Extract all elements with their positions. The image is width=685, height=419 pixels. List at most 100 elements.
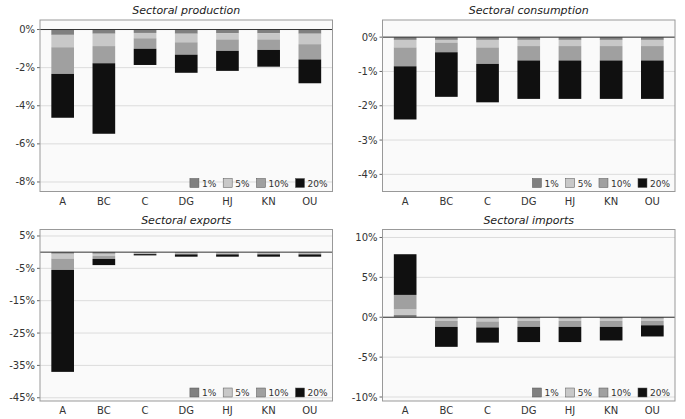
tick-label: KN (604, 196, 618, 207)
bar (476, 47, 499, 63)
panel: Sectoral production0%-2%-4%-6%-8%ABCCDGH… (16, 4, 333, 207)
bar (394, 40, 417, 48)
bar (559, 321, 582, 327)
bar (559, 327, 582, 342)
bar (559, 46, 582, 60)
bar (175, 34, 198, 43)
bar (93, 256, 116, 259)
bar (134, 30, 157, 33)
bar (93, 30, 116, 34)
bar (476, 319, 499, 322)
bar (257, 33, 280, 39)
bar (476, 40, 499, 48)
tick-label: 0% (362, 32, 378, 43)
bar (435, 321, 458, 327)
tick-label: OU (302, 405, 317, 416)
plot-area (383, 230, 676, 402)
legend-label: 1% (544, 388, 559, 398)
bar (600, 319, 623, 321)
bar (600, 40, 623, 46)
tick-label: 5% (362, 272, 378, 283)
tick-label: -1% (358, 66, 377, 77)
legend-label: 10% (611, 388, 631, 398)
tick-label: A (59, 196, 66, 207)
bar (600, 46, 623, 60)
legend-swatch (256, 388, 265, 397)
bar (517, 46, 540, 60)
tick-label: BC (97, 405, 111, 416)
plot-area (383, 20, 676, 192)
grid-line (383, 317, 676, 318)
tick-label: C (484, 405, 491, 416)
plot-frame (383, 20, 676, 192)
bar (641, 319, 664, 321)
bar (517, 321, 540, 327)
bar (435, 52, 458, 97)
tick-label: 5% (19, 230, 35, 241)
legend-label: 10% (268, 388, 288, 398)
grid-line (40, 29, 333, 30)
title: Sectoral imports (483, 214, 574, 227)
legend-swatch (190, 179, 199, 188)
legend-swatch (223, 179, 232, 188)
bars (394, 254, 664, 347)
bar (559, 40, 582, 46)
bar (476, 64, 499, 102)
title: Sectoral production (132, 4, 240, 17)
bar (257, 39, 280, 49)
legend-swatch (256, 179, 265, 188)
tick-label: OU (302, 196, 317, 207)
grid-line (40, 143, 333, 144)
legend: 1%5%10%20% (190, 388, 328, 398)
bar (93, 259, 116, 265)
legend: 1%5%10%20% (532, 179, 670, 189)
tick-label: DG (179, 196, 194, 207)
bar (175, 55, 198, 73)
plot-area (40, 230, 333, 402)
panel: Sectoral imports10%5%0%-5%-10%ABCCDGHJKN… (352, 214, 675, 417)
bar (51, 47, 74, 74)
zero-line (40, 29, 333, 30)
tick-label: C (142, 196, 149, 207)
tick-label: -6% (16, 138, 35, 149)
bar (517, 319, 540, 321)
plot-area (40, 20, 333, 192)
bar (134, 33, 157, 38)
panel: Sectoral consumption0%-1%-2%-3%-4%ABCCDG… (358, 4, 675, 207)
bar (435, 327, 458, 347)
tick-label: KN (262, 405, 276, 416)
bar (394, 66, 417, 119)
tick-label: -45% (9, 392, 35, 403)
bar (175, 254, 198, 256)
grid-line (383, 140, 676, 141)
legend-swatch (566, 179, 575, 188)
tick-label: -8% (16, 176, 35, 187)
legend-label: 5% (235, 388, 250, 398)
grid-line (383, 357, 676, 358)
legend-label: 5% (235, 179, 250, 189)
legend-swatch (599, 388, 608, 397)
bars (51, 30, 321, 134)
bar (435, 40, 458, 43)
bar (394, 309, 417, 315)
tick-label: A (402, 405, 409, 416)
bar (394, 47, 417, 66)
tick-label: -3% (358, 135, 377, 146)
legend-swatch (566, 388, 575, 397)
bar (517, 40, 540, 46)
bar (175, 42, 198, 54)
bar (476, 327, 499, 342)
panel: Sectoral exports5%-5%-15%-25%-35%-45%ABC… (9, 214, 332, 417)
bar (134, 253, 157, 255)
legend-label: 1% (202, 388, 217, 398)
tick-label: C (142, 405, 149, 416)
bar (93, 46, 116, 63)
bar (93, 63, 116, 134)
bar (476, 321, 499, 327)
tick-label: -25% (9, 328, 35, 339)
tick-label: BC (97, 196, 111, 207)
legend-swatch (638, 179, 647, 188)
legend-swatch (532, 388, 541, 397)
tick-label: DG (179, 405, 194, 416)
bar (600, 321, 623, 327)
